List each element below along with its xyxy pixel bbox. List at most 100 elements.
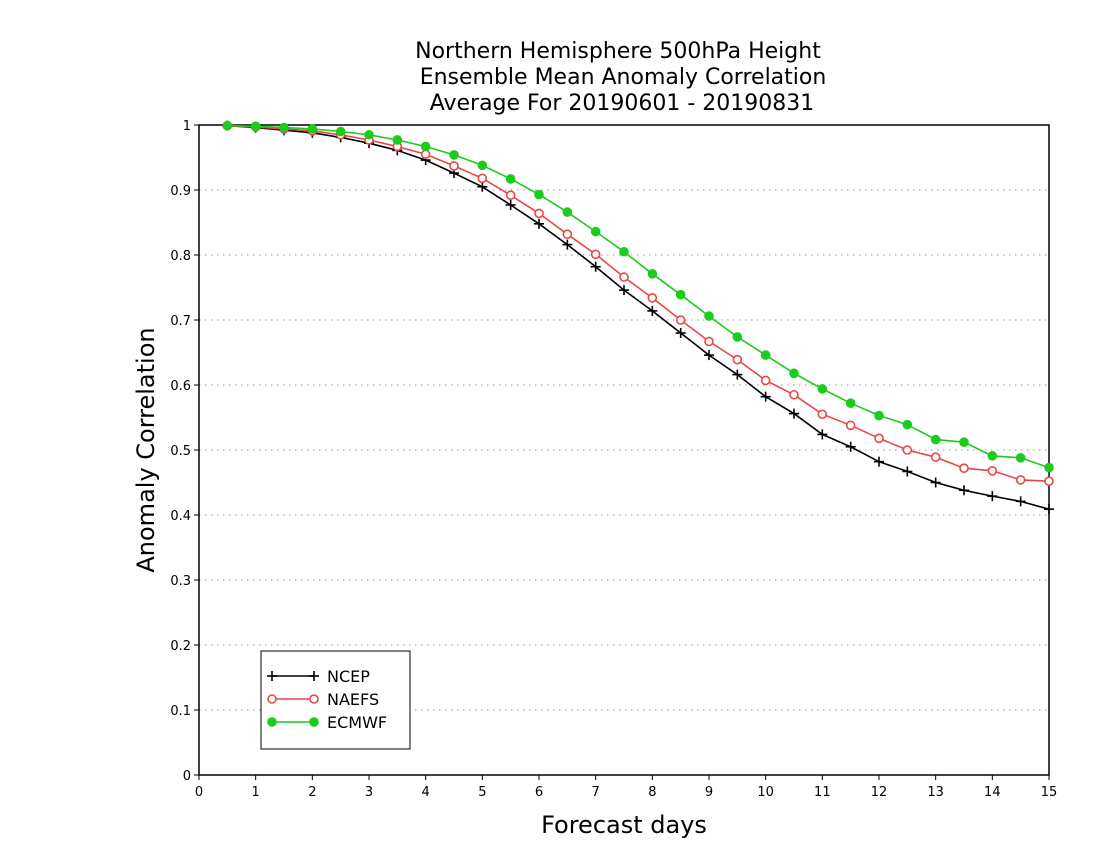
- x-tick-label: 4: [422, 785, 430, 800]
- y-tick-label: 0.6: [170, 379, 191, 394]
- series-ncep-marker: [902, 466, 913, 477]
- series-ncep-marker: [590, 261, 601, 272]
- series-ncep-marker: [930, 477, 941, 488]
- series-ncep-marker: [817, 429, 828, 440]
- x-axis-ticks: 0 1 2 3 4 5 6 7 8 9 10 11 12 13 14 15: [195, 775, 1057, 800]
- series-naefs-marker: [874, 433, 884, 444]
- series-naefs-marker: [817, 409, 828, 420]
- legend-label: NCEP: [327, 667, 370, 686]
- y-tick-label: 0.3: [170, 574, 191, 589]
- legend-label: NAEFS: [327, 690, 379, 709]
- series-naefs: [222, 120, 1054, 487]
- series-ecmwf-marker: [477, 160, 488, 171]
- series-naefs-marker: [590, 249, 601, 260]
- legend-label: ECMWF: [327, 713, 387, 732]
- series-ecmwf-marker: [619, 246, 629, 257]
- series-ecmwf-marker: [675, 289, 686, 300]
- series-naefs-marker: [505, 190, 516, 200]
- y-tick-label: 0.4: [170, 509, 191, 524]
- series-ncep-marker: [789, 408, 799, 419]
- x-tick-label: 7: [592, 785, 600, 800]
- series-ecmwf-marker: [392, 135, 403, 145]
- series-naefs-marker: [534, 208, 544, 219]
- series-ecmwf-marker: [250, 121, 261, 132]
- series-naefs-marker: [1044, 476, 1054, 487]
- series-ncep-marker: [477, 181, 488, 192]
- series-naefs-line: [227, 124, 1050, 482]
- x-tick-label: 9: [705, 785, 713, 800]
- series-ecmwf-marker: [704, 311, 714, 321]
- series-ncep-marker: [647, 305, 658, 316]
- series-ncep-marker: [534, 218, 544, 229]
- x-tick-label: 15: [1041, 785, 1058, 800]
- series-ncep-marker: [704, 350, 714, 361]
- series-ecmwf-marker: [760, 350, 771, 360]
- series-ecmwf-marker: [534, 189, 544, 200]
- series-ecmwf-marker: [562, 207, 573, 217]
- series-naefs-marker: [959, 463, 969, 474]
- series-naefs-marker: [789, 389, 799, 400]
- chart-title-line-2: Ensemble Mean Anomaly Correlation: [420, 65, 827, 90]
- series-ecmwf-marker: [647, 269, 658, 279]
- series-ecmwf-marker: [222, 120, 233, 131]
- series-ncep-marker: [874, 456, 884, 467]
- legend-naefs-marker: [267, 694, 277, 704]
- series-ncep-marker: [619, 285, 629, 296]
- series-ecmwf-line: [227, 124, 1050, 469]
- y-tick-label: 0.1: [170, 704, 191, 719]
- series-ncep-marker: [562, 239, 573, 250]
- y-axis-label: Anomaly Correlation: [132, 327, 160, 572]
- series-naefs-marker: [902, 445, 913, 455]
- series-ecmwf-marker: [930, 434, 941, 445]
- legend-ecmwf-marker: [267, 717, 277, 727]
- series-ncep-marker: [732, 369, 743, 380]
- x-tick-label: 5: [478, 785, 486, 800]
- legend-box: [260, 650, 411, 750]
- series-ecmwf-marker: [335, 126, 346, 137]
- x-tick-label: 12: [871, 785, 888, 800]
- series-ecmwf-marker: [902, 419, 913, 430]
- series-ecmwf-marker: [732, 332, 743, 342]
- series-ecmwf-marker: [505, 174, 516, 184]
- chart-title-line-3: Average For 20190601 - 20190831: [430, 91, 815, 116]
- series-ncep-marker: [845, 441, 856, 452]
- legend-item-ncep: NCEP: [267, 667, 370, 686]
- x-tick-label: 10: [757, 785, 774, 800]
- legend-naefs-marker: [309, 694, 319, 704]
- y-axis-ticks: 0 0.1 0.2 0.3 0.4 0.5 0.6 0.7 0.8 0.9 1: [170, 119, 199, 784]
- x-axis-label: Forecast days: [541, 811, 707, 839]
- x-tick-label: 13: [927, 785, 944, 800]
- legend-ecmwf-marker: [309, 717, 319, 727]
- legend-ncep-marker: [309, 671, 319, 681]
- series-ncep-line: [227, 124, 1050, 510]
- series-ncep-marker: [959, 485, 969, 496]
- series-naefs-marker: [1015, 475, 1026, 485]
- x-tick-label: 11: [814, 785, 831, 800]
- series-naefs-marker: [675, 315, 686, 325]
- x-tick-label: 1: [252, 785, 260, 800]
- series-ncep-marker: [1044, 504, 1054, 515]
- gridlines: [199, 189, 1049, 711]
- x-tick-label: 6: [535, 785, 543, 800]
- y-tick-label: 0.2: [170, 639, 191, 654]
- series-naefs-marker: [647, 293, 658, 303]
- series-naefs-marker: [420, 149, 431, 160]
- series-ecmwf-marker: [959, 437, 969, 448]
- series-naefs-marker: [845, 420, 856, 431]
- y-tick-label: 0.8: [170, 249, 191, 264]
- chart-title: Northern Hemisphere 500hPa Height Ensemb…: [415, 39, 826, 116]
- series-ecmwf-marker: [1044, 462, 1054, 473]
- y-tick-label: 0: [183, 769, 191, 784]
- series-naefs-marker: [562, 229, 573, 239]
- x-tick-label: 14: [984, 785, 1001, 800]
- legend-item-naefs: NAEFS: [267, 690, 379, 709]
- legend: NCEP NAEFS ECMWF: [260, 650, 411, 750]
- series-ecmwf-marker: [789, 368, 799, 379]
- x-tick-label: 0: [195, 785, 203, 800]
- x-tick-label: 3: [365, 785, 373, 800]
- series-ncep-marker: [760, 391, 771, 402]
- series-naefs-marker: [930, 452, 941, 462]
- series-ecmwf-marker: [449, 150, 459, 160]
- series-ecmwf-marker: [590, 226, 601, 237]
